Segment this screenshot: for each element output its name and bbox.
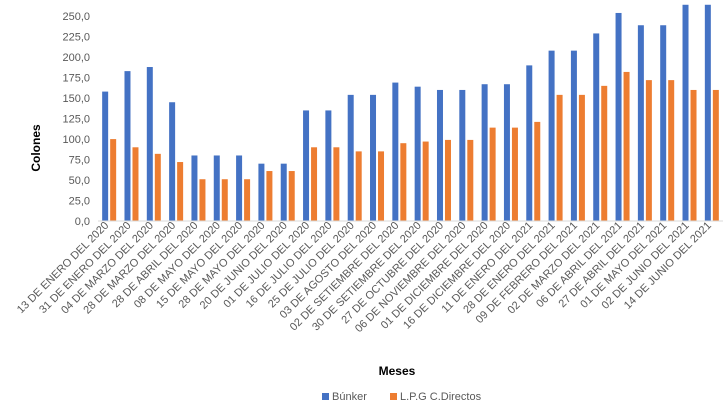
y-tick-label: 25,0: [69, 196, 90, 208]
bar-bunker: [593, 33, 600, 221]
bar-lpg: [288, 171, 295, 221]
bar-bunker: [682, 4, 689, 222]
bar-lpg: [534, 121, 541, 221]
bar-lpg: [199, 179, 206, 221]
y-tick-label: 250,0: [62, 11, 90, 23]
bar-lpg: [511, 127, 518, 221]
bar-bunker: [392, 82, 399, 221]
legend-swatch: [322, 393, 329, 400]
bar-lpg: [444, 139, 451, 221]
bar-bunker: [146, 67, 153, 222]
bar-bunker: [213, 155, 220, 221]
bar-lpg: [712, 89, 719, 221]
bar-bunker: [704, 4, 711, 222]
bar-bunker: [436, 89, 443, 221]
bar-lpg: [623, 71, 630, 221]
y-tick-label: 150,0: [62, 93, 90, 105]
bar-bunker: [325, 110, 332, 221]
bar-bunker: [548, 50, 555, 222]
bar-lpg: [110, 139, 117, 221]
y-tick-label: 100,0: [62, 134, 90, 146]
bar-bunker: [347, 94, 354, 221]
bar-lpg: [668, 80, 675, 221]
y-tick-label: 125,0: [62, 114, 90, 126]
bar-bunker: [169, 102, 176, 221]
bar-bunker: [570, 50, 577, 222]
bar-bunker: [481, 84, 488, 221]
y-axis-title: Colones: [29, 124, 43, 172]
bar-lpg: [266, 171, 273, 221]
bar-bunker: [303, 110, 310, 221]
legend-item-bunker: Búnker: [332, 391, 367, 403]
bar-bunker: [459, 89, 466, 221]
bar-bunker: [124, 71, 131, 221]
x-axis-title: Meses: [379, 364, 416, 378]
bar-lpg: [467, 139, 474, 221]
bar-lpg: [221, 179, 228, 221]
legend: Búnker L.P.G C.Directos: [322, 391, 482, 403]
bar-bunker: [258, 163, 265, 221]
bar-lpg: [578, 94, 585, 221]
bar-lpg: [244, 179, 251, 221]
bar-bunker: [637, 25, 644, 221]
bar-bunker: [660, 25, 667, 221]
bar-lpg: [177, 162, 184, 221]
y-tick-label: 75,0: [69, 155, 90, 167]
bar-bunker: [526, 65, 533, 221]
y-tick-label: 175,0: [62, 73, 90, 85]
bar-lpg: [601, 85, 608, 221]
bar-lpg: [645, 80, 652, 221]
bar-bunker: [414, 86, 421, 221]
bar-lpg: [378, 151, 385, 221]
y-tick-label: 225,0: [62, 32, 90, 44]
y-tick-label: 50,0: [69, 175, 90, 187]
bar-bunker: [280, 163, 287, 221]
bar-lpg: [556, 94, 563, 221]
plot-area: [102, 4, 719, 222]
bar-bunker: [102, 91, 109, 221]
bar-lpg: [154, 153, 161, 221]
bar-lpg: [400, 143, 407, 221]
bar-lpg: [132, 147, 139, 221]
y-tick-label: 200,0: [62, 52, 90, 64]
bar-bunker: [370, 94, 377, 221]
bar-lpg: [690, 89, 697, 221]
y-tick-label: 0,0: [75, 216, 90, 228]
bar-lpg: [489, 127, 496, 221]
bar-lpg: [355, 151, 362, 221]
legend-swatch: [390, 393, 397, 400]
bar-lpg: [311, 147, 318, 221]
bar-bunker: [503, 84, 510, 221]
bar-bunker: [236, 155, 243, 221]
bar-bunker: [615, 12, 622, 222]
legend-item-lpg: L.P.G C.Directos: [400, 391, 482, 403]
bar-lpg: [333, 147, 340, 221]
y-axis: 0,0 25,0 50,0 75,0 100,0 125,0 150,0 175,0 200,0…: [62, 11, 90, 228]
bar-lpg: [422, 141, 429, 221]
bar-bunker: [191, 155, 198, 221]
